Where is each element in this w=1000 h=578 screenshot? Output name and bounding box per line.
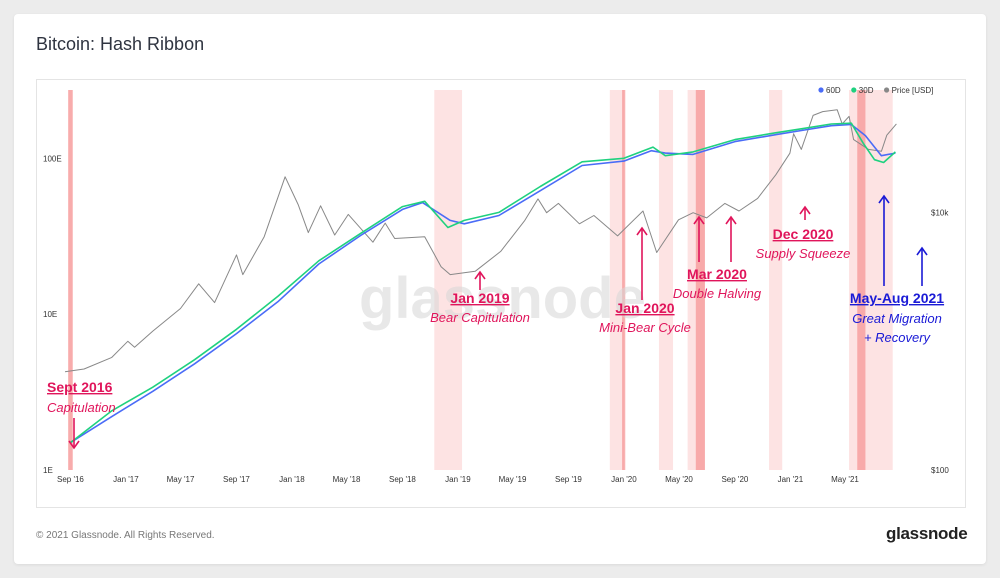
annotation-arrow-may-2021-head	[878, 194, 890, 204]
x-tick-label: May '18	[333, 475, 361, 484]
x-tick-label: May '19	[499, 475, 527, 484]
copyright-text: © 2021 Glassnode. All Rights Reserved.	[36, 530, 215, 541]
annotation-arrow-dec-2020-head	[799, 205, 811, 215]
annotation-arrow-mar-2020-b-head	[725, 215, 737, 225]
annotation-title-jan-2019: Jan 2019	[450, 290, 509, 306]
y-right-tick-label: $10k	[931, 209, 949, 218]
x-tick-label: Jan '20	[611, 475, 637, 484]
capitulation-band-6	[695, 90, 705, 470]
x-tick-label: Jan '21	[778, 475, 804, 484]
annotation-arrow-sept-2016-head	[68, 440, 80, 450]
annotation-title-mar-2020: Mar 2020	[687, 266, 747, 282]
annotation-title-dec-2020: Dec 2020	[773, 226, 834, 242]
chart-card	[14, 14, 986, 564]
annotation-subtitle2-may-aug-2021: + Recovery	[864, 330, 932, 345]
x-tick-label: Jan '17	[113, 475, 139, 484]
legend-dot-1	[851, 87, 857, 93]
annotation-subtitle-may-aug-2021: Great Migration	[852, 311, 942, 326]
y-left-tick-label: 100E	[43, 154, 62, 163]
legend-dot-2	[884, 87, 890, 93]
series-line-60d	[70, 123, 896, 444]
x-tick-label: Jan '19	[445, 475, 471, 484]
capitulation-band-0	[68, 90, 73, 470]
series-line-price-usd-	[64, 109, 897, 373]
legend-label-0: 60D	[826, 86, 841, 95]
annotation-title-may-aug-2021: May-Aug 2021	[850, 290, 944, 306]
x-tick-label: Sep '16	[57, 475, 84, 484]
series-line-30d	[70, 122, 896, 444]
x-tick-label: Sep '20	[721, 475, 748, 484]
capitulation-band-7	[769, 90, 783, 470]
annotation-arrow-aug-2021-head	[916, 246, 928, 256]
annotation-subtitle-mar-2020: Double Halving	[673, 286, 762, 301]
capitulation-band-1	[434, 90, 463, 470]
hash-ribbon-chart: glassnode 1E 10E 100E $100 $10k Sep '16 Jan '17…	[43, 86, 949, 484]
x-tick-label: Sep '18	[389, 475, 416, 484]
annotation-subtitle-sept-2016: Capitulation	[47, 400, 116, 415]
x-tick-label: May '17	[167, 475, 195, 484]
x-tick-label: Sep '19	[555, 475, 582, 484]
legend-label-2: Price [USD]	[892, 86, 934, 95]
x-tick-label: Jan '18	[279, 475, 305, 484]
page-title: Bitcoin: Hash Ribbon	[36, 34, 205, 54]
annotation-subtitle-jan-2019: Bear Capitulation	[430, 310, 530, 325]
capitulation-band-2	[609, 90, 626, 470]
x-tick-label: May '20	[665, 475, 693, 484]
annotation-title-sept-2016: Sept 2016	[47, 379, 113, 395]
annotation-title-jan-2020: Jan 2020	[615, 300, 674, 316]
x-tick-label: May '21	[831, 475, 859, 484]
watermark: glassnode	[359, 266, 646, 331]
legend-dot-0	[818, 87, 824, 93]
annotation-arrow-jan-2020-head	[636, 226, 648, 236]
y-left-tick-label: 1E	[43, 466, 53, 475]
capitulation-band-3	[622, 90, 625, 470]
y-left-tick-label: 10E	[43, 310, 57, 319]
capitulation-band-8	[849, 90, 893, 470]
legend-label-1: 30D	[859, 86, 874, 95]
x-tick-label: Sep '17	[223, 475, 250, 484]
annotation-subtitle-dec-2020: Supply Squeeze	[756, 246, 851, 261]
y-right-tick-label: $100	[931, 466, 949, 475]
brand-logo: glassnode	[886, 524, 968, 543]
capitulation-band-4	[658, 90, 674, 470]
plot-area: glassnode 1E 10E 100E $100 $10k Sep '16 Jan '17…	[36, 79, 966, 508]
annotation-arrow-jan-2019-head	[474, 270, 486, 280]
annotation-subtitle-jan-2020: Mini-Bear Cycle	[599, 320, 691, 335]
annotation-arrow-mar-2020-a-head	[693, 215, 705, 225]
capitulation-band-9	[857, 90, 866, 470]
